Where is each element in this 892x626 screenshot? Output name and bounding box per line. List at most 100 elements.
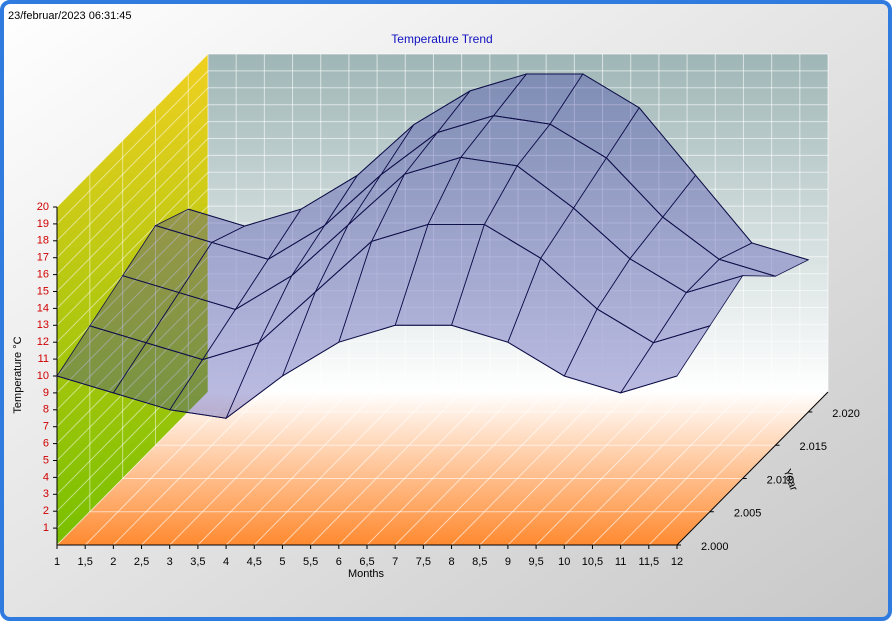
timestamp: 23/februar/2023 06:31:45 xyxy=(8,10,132,22)
z-tick-label: 2.005 xyxy=(734,508,762,520)
grid-line xyxy=(253,391,406,546)
grid-line xyxy=(56,87,209,242)
grid-line xyxy=(225,391,378,546)
grid-line xyxy=(423,391,575,546)
y-tick-label: 13 xyxy=(37,319,49,331)
y-tick-label: 11 xyxy=(38,353,49,365)
y-tick-label: 2 xyxy=(43,505,49,517)
grid-line xyxy=(56,340,209,495)
x-tick-label: 11,5 xyxy=(639,556,660,568)
grid-line xyxy=(394,391,547,546)
y-tick-label: 15 xyxy=(37,285,49,297)
x-tick-label: 8 xyxy=(448,556,454,568)
surface-line xyxy=(89,223,710,361)
grid-line xyxy=(197,391,350,546)
x-tick-label: 9 xyxy=(505,556,511,568)
grid-line xyxy=(56,256,209,411)
x-tick-label: 7 xyxy=(392,556,398,568)
x-axis-label: Months xyxy=(348,568,385,580)
y-tick-label: 5 xyxy=(43,454,49,466)
y-tick-label: 17 xyxy=(37,252,49,264)
grid-line xyxy=(56,138,209,292)
x-tick-label: 8,5 xyxy=(472,556,487,568)
grid-line xyxy=(366,391,519,546)
y-tick-label: 16 xyxy=(37,269,49,281)
x-tick-label: 1 xyxy=(54,556,60,568)
y-tick-label: 18 xyxy=(37,235,49,247)
grid-line xyxy=(56,273,209,428)
grid xyxy=(53,53,829,549)
y-tick-label: 3 xyxy=(43,488,49,500)
x-tick-label: 10,5 xyxy=(582,556,603,568)
y-tick-label: 9 xyxy=(43,387,49,399)
x-tick-label: 6 xyxy=(336,556,342,568)
y-tick-label: 8 xyxy=(43,404,49,416)
surface xyxy=(56,73,810,420)
y-tick-label: 10 xyxy=(37,370,49,382)
x-tick-label: 5,5 xyxy=(303,556,318,568)
y-axis-label: Temperature °C xyxy=(12,336,24,413)
grid-line xyxy=(56,205,209,360)
grid-line xyxy=(141,391,293,546)
x-tick-label: 12 xyxy=(671,556,683,568)
grid-line xyxy=(535,391,688,546)
grid-line xyxy=(56,104,209,259)
grid-line xyxy=(56,53,209,208)
grid-line xyxy=(56,307,209,461)
x-tick-label: 6,5 xyxy=(359,556,374,568)
x-tick-label: 5 xyxy=(279,556,285,568)
z-tick-label: 2.000 xyxy=(701,541,729,553)
x-tick-label: 3,5 xyxy=(190,556,205,568)
grid-line xyxy=(56,290,209,444)
grid-line xyxy=(338,391,491,546)
x-tick-label: 1,5 xyxy=(78,556,93,568)
grid-line xyxy=(56,357,209,512)
y-tick-label: 20 xyxy=(37,201,49,213)
y-tick-label: 14 xyxy=(37,302,49,314)
grid-line xyxy=(169,391,322,546)
axis-line xyxy=(676,391,829,546)
grid-line xyxy=(56,239,209,394)
x-tick-label: 11 xyxy=(615,556,626,568)
y-tick-label: 4 xyxy=(43,471,49,483)
y-tick-label: 12 xyxy=(37,336,49,348)
grid-line xyxy=(56,374,209,529)
surface-line xyxy=(155,115,776,277)
z-tick-label: 2.010 xyxy=(767,474,795,486)
x-tick-label: 9,5 xyxy=(528,556,543,568)
grid-line xyxy=(56,121,209,275)
grid-line xyxy=(507,391,660,546)
x-tick-label: 2 xyxy=(110,556,116,568)
grid-line xyxy=(479,391,632,546)
grid-line xyxy=(620,391,772,546)
chart-title: Temperature Trend xyxy=(391,32,492,46)
grid-line xyxy=(56,171,209,326)
grid-line xyxy=(56,222,209,377)
grid-line xyxy=(56,70,209,225)
grid-line xyxy=(56,188,209,343)
grid-line xyxy=(648,391,801,546)
grid-line xyxy=(310,391,462,546)
grid-line xyxy=(56,155,209,309)
x-tick-label: 4 xyxy=(223,556,229,568)
grid-line xyxy=(84,391,237,546)
z-tick-label: 2.020 xyxy=(832,408,860,420)
y-tick-label: 19 xyxy=(37,218,49,230)
grid-line xyxy=(563,391,716,546)
grid-line xyxy=(56,324,209,478)
y-tick-label: 6 xyxy=(43,438,49,450)
x-tick-label: 4,5 xyxy=(247,556,262,568)
grid-line xyxy=(113,391,265,546)
x-tick-label: 3 xyxy=(167,556,173,568)
surface-line xyxy=(56,324,678,419)
grid-line xyxy=(56,391,209,546)
x-tick-label: 10 xyxy=(558,556,570,568)
grid-line xyxy=(451,391,603,546)
surface-line xyxy=(188,73,809,261)
z-tick-label: 2.015 xyxy=(799,441,827,453)
y-tick-label: 1 xyxy=(43,522,49,534)
x-tick-label: 2,5 xyxy=(134,556,149,568)
